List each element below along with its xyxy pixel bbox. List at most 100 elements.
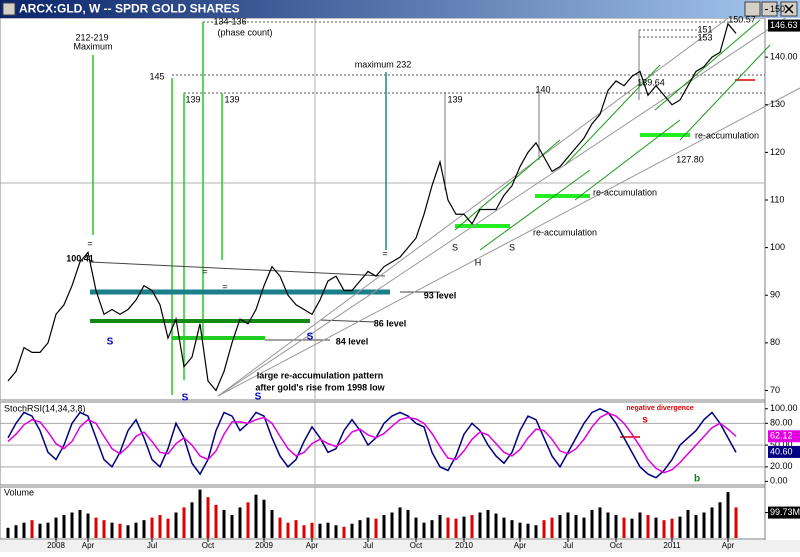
minimize-button[interactable] xyxy=(744,1,761,17)
price-box xyxy=(768,19,800,32)
trend-line xyxy=(217,14,791,397)
volume-bar xyxy=(46,522,50,538)
y-tick-label: 70 xyxy=(770,385,780,395)
annotation: re-accumulation xyxy=(533,227,597,237)
volume-bar xyxy=(166,518,170,538)
volume-bar xyxy=(78,509,82,538)
trend-line xyxy=(89,261,386,277)
annotation: negative divergence xyxy=(626,405,693,412)
annotation: = xyxy=(222,281,227,291)
annotation: = xyxy=(382,248,387,258)
annotation: b xyxy=(694,474,700,485)
volume-bar xyxy=(734,507,738,538)
volume-bar xyxy=(502,517,506,538)
volume-bar xyxy=(358,520,362,538)
annotation: S xyxy=(509,242,515,252)
y-tick-label: 80 xyxy=(770,337,780,347)
volume-bar xyxy=(422,522,426,538)
y-tick-label: 50.00 xyxy=(770,439,793,449)
annotation: 212-219 xyxy=(75,32,108,42)
volume-bar xyxy=(238,507,242,538)
x-tick-label: Apr xyxy=(514,541,527,550)
annotation: = xyxy=(202,266,207,276)
volume-bar xyxy=(246,502,250,538)
x-tick-label: Oct xyxy=(410,541,423,550)
volume-bar xyxy=(326,522,330,538)
volume-bar xyxy=(638,512,642,538)
volume-bar xyxy=(142,520,146,538)
channel-line xyxy=(574,119,681,201)
annotation: 127.80 xyxy=(676,154,704,164)
annotation: re-accumulation xyxy=(695,130,759,140)
volume-bar xyxy=(390,512,394,538)
y-tick-label: 90 xyxy=(770,290,780,300)
app-icon xyxy=(2,2,16,16)
x-tick-label: Jul xyxy=(363,541,373,550)
channel-line xyxy=(679,44,771,141)
volume-bar xyxy=(566,512,570,538)
annotation: 86 level xyxy=(374,318,407,328)
volume-bar xyxy=(70,512,74,538)
volume-bar xyxy=(398,507,402,538)
annotation: 139.64 xyxy=(637,77,665,87)
y-tick-label: 120 xyxy=(770,147,785,157)
volume-bar xyxy=(550,517,554,538)
y-tick-label: 20.00 xyxy=(770,461,793,471)
channel-line xyxy=(479,169,591,251)
price-label: 146.63 xyxy=(770,20,798,30)
volume-bar xyxy=(38,523,42,538)
x-tick-label: 2009 xyxy=(255,541,273,550)
volume-bar xyxy=(622,517,626,538)
series-line xyxy=(7,407,737,479)
annotation: 93 level xyxy=(424,290,457,300)
x-tick-label: Jul xyxy=(147,541,157,550)
maximize-button[interactable] xyxy=(761,1,778,17)
volume-bar xyxy=(614,515,618,538)
close-icon xyxy=(784,4,794,14)
volume-bar xyxy=(334,525,338,538)
trend-line xyxy=(319,319,376,323)
volume-bar xyxy=(198,489,202,538)
annotation: maximum 232 xyxy=(355,59,412,69)
y-tick-label: 99.73M xyxy=(770,507,800,517)
y-tick-label: 100 xyxy=(770,242,785,252)
volume-bar xyxy=(486,509,490,538)
value-box xyxy=(768,445,800,458)
annotation: 153 xyxy=(697,32,712,42)
volume-bar xyxy=(62,515,66,538)
x-tick-label: 2008 xyxy=(47,541,65,550)
value-label: 40.60 xyxy=(770,446,793,456)
annotation: 139 xyxy=(185,94,200,104)
volume-bar xyxy=(150,517,154,538)
x-tick-label: 2011 xyxy=(663,541,681,550)
volume-bar xyxy=(14,525,18,538)
volume-bar xyxy=(182,507,186,538)
volume-bar xyxy=(382,515,386,538)
volume-bar xyxy=(22,522,26,538)
annotation: = xyxy=(87,238,92,248)
volume-bar xyxy=(662,520,666,538)
volume-bar xyxy=(702,512,706,538)
y-tick-label: 80.00 xyxy=(770,418,793,428)
volume-bar xyxy=(558,515,562,538)
volume-bar xyxy=(694,515,698,538)
volume-bar xyxy=(438,515,442,538)
volume-bar xyxy=(518,522,522,538)
volume-bar xyxy=(542,520,546,538)
drawings xyxy=(89,1,800,438)
x-tick-label: Apr xyxy=(306,541,319,550)
volume-bar xyxy=(278,517,282,538)
volume-bar xyxy=(430,520,434,538)
volume-bar xyxy=(478,512,482,538)
y-tick-label: 100.00 xyxy=(770,403,798,413)
price-label: 140.00 xyxy=(770,52,798,62)
annotation: Maximum xyxy=(73,41,112,51)
annotation: 84 level xyxy=(336,336,369,346)
annotation: large re-accumulation pattern xyxy=(257,370,384,380)
y-tick-label: 0.00 xyxy=(770,476,788,486)
annotation: re-accumulation xyxy=(593,187,657,197)
volume-bar xyxy=(630,518,634,538)
annotation: 139 xyxy=(224,94,239,104)
